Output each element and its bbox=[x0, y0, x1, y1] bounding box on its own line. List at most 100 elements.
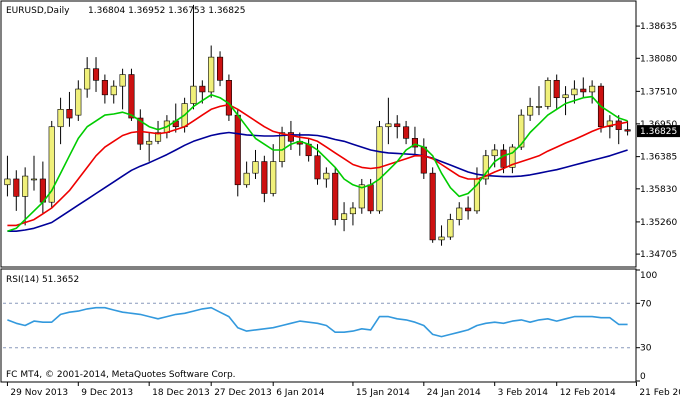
bear-candle bbox=[394, 123, 401, 128]
bear-candle bbox=[615, 120, 622, 130]
rsi-label: RSI(14) 51.3652 bbox=[6, 275, 79, 285]
main-panel-frame bbox=[0, 0, 637, 268]
rsi-line bbox=[7, 306, 628, 338]
bull-candle bbox=[562, 94, 569, 99]
bull-candle bbox=[589, 85, 596, 93]
date-tick-label: 6 Jan 2014 bbox=[276, 388, 324, 398]
ma-fast-line bbox=[7, 94, 628, 232]
bull-candle bbox=[110, 85, 117, 96]
bull-candle bbox=[544, 80, 551, 107]
bear-candle bbox=[367, 184, 374, 212]
bull-candle bbox=[190, 85, 197, 104]
price-tick-label: 1.35260 bbox=[640, 218, 677, 228]
bear-candle bbox=[500, 149, 507, 168]
price-tick-label: 1.38080 bbox=[640, 54, 677, 64]
bull-candle bbox=[30, 178, 38, 181]
price-layer bbox=[4, 4, 631, 246]
rsi-tick-label: 100 bbox=[640, 271, 657, 281]
copyright-text: FC MT4, © 2001-2014, MetaQuotes Software… bbox=[6, 370, 236, 380]
bear-candle bbox=[261, 161, 268, 194]
bull-candle bbox=[57, 109, 64, 128]
bull-candle bbox=[376, 126, 383, 212]
bull-candle bbox=[279, 132, 286, 162]
bull-candle bbox=[491, 149, 498, 157]
date-tick-label: 24 Jan 2014 bbox=[427, 388, 481, 398]
header-ohlc: 1.36804 1.36952 1.36753 1.36825 bbox=[88, 6, 245, 16]
rsi-tick-label: 0 bbox=[640, 372, 646, 382]
axis-layer: 1.38635 1.38080 1.37510 1.36950 1.36385 1.358… bbox=[6, 22, 680, 398]
bear-candle bbox=[66, 109, 73, 119]
current-price-tag bbox=[637, 125, 680, 138]
date-tick-label: 21 Feb 2014 bbox=[639, 388, 680, 398]
bear-candle bbox=[314, 155, 321, 180]
price-tick-label: 1.36950 bbox=[640, 120, 677, 130]
price-tick-label: 1.38635 bbox=[640, 22, 677, 32]
header-symbol: EURUSD,Daily bbox=[6, 6, 70, 16]
bull-candle bbox=[243, 172, 250, 186]
bull-candle bbox=[154, 132, 162, 142]
bull-candle bbox=[527, 106, 534, 116]
bull-candle bbox=[606, 120, 613, 128]
date-tick-label: 18 Dec 2013 bbox=[152, 388, 210, 398]
bear-candle bbox=[553, 80, 560, 99]
bull-candle bbox=[509, 146, 516, 168]
bull-candle bbox=[75, 88, 82, 116]
current-price-label: 1.36825 bbox=[640, 127, 677, 137]
bull-candle bbox=[48, 126, 55, 203]
bull-candle bbox=[571, 88, 578, 96]
bull-candle bbox=[518, 114, 525, 148]
bull-candle bbox=[84, 68, 91, 90]
bull-candle bbox=[146, 140, 153, 145]
bear-candle bbox=[234, 114, 241, 186]
bear-candle bbox=[580, 88, 587, 93]
rsi-tick-label: 30 bbox=[640, 344, 652, 354]
date-tick-label: 12 Feb 2014 bbox=[560, 388, 616, 398]
bear-candle bbox=[624, 129, 631, 132]
price-tick-label: 1.35830 bbox=[640, 185, 677, 195]
bull-candle bbox=[22, 175, 29, 197]
bear-candle bbox=[92, 68, 100, 81]
bull-candle bbox=[456, 207, 463, 220]
bear-candle bbox=[217, 56, 224, 81]
price-tick-label: 1.36385 bbox=[640, 153, 677, 163]
bull-candle bbox=[252, 161, 259, 174]
bull-candle bbox=[208, 56, 215, 93]
rsi-panel-frame bbox=[0, 268, 637, 383]
date-tick-label: 27 Dec 2013 bbox=[214, 388, 271, 398]
rsi-tick-label: 70 bbox=[640, 299, 652, 309]
bear-candle bbox=[128, 74, 135, 119]
bear-candle bbox=[199, 85, 206, 93]
bull-candle bbox=[119, 74, 126, 87]
bear-candle bbox=[225, 80, 232, 116]
bear-candle bbox=[13, 178, 20, 197]
bull-candle bbox=[358, 184, 365, 209]
rsi-layer bbox=[3, 302, 632, 349]
date-tick-label: 29 Nov 2013 bbox=[10, 388, 68, 398]
bull-candle bbox=[349, 207, 356, 215]
bull-candle bbox=[323, 172, 330, 180]
bull-candle bbox=[341, 213, 348, 220]
price-tick-label: 1.34705 bbox=[640, 250, 677, 260]
bear-candle bbox=[287, 132, 294, 142]
date-tick-label: 9 Dec 2013 bbox=[81, 388, 133, 398]
bear-candle bbox=[465, 207, 472, 212]
bull-candle bbox=[482, 155, 489, 180]
bull-candle bbox=[4, 178, 11, 186]
bear-candle bbox=[101, 80, 108, 96]
price-tick-label: 1.37510 bbox=[640, 87, 677, 97]
bear-candle bbox=[332, 172, 339, 220]
ma-slow-line bbox=[7, 131, 628, 232]
bear-candle bbox=[420, 146, 427, 174]
date-tick-label: 15 Jan 2014 bbox=[356, 388, 410, 398]
bull-candle bbox=[447, 219, 454, 238]
bull-candle bbox=[385, 123, 392, 128]
date-tick-label: 3 Feb 2014 bbox=[498, 388, 549, 398]
bear-candle bbox=[403, 126, 410, 139]
bear-candle bbox=[411, 138, 418, 148]
bull-candle bbox=[270, 161, 277, 194]
ma-mid-line bbox=[7, 103, 628, 227]
bear-candle bbox=[429, 172, 436, 241]
bull-candle bbox=[438, 236, 445, 241]
